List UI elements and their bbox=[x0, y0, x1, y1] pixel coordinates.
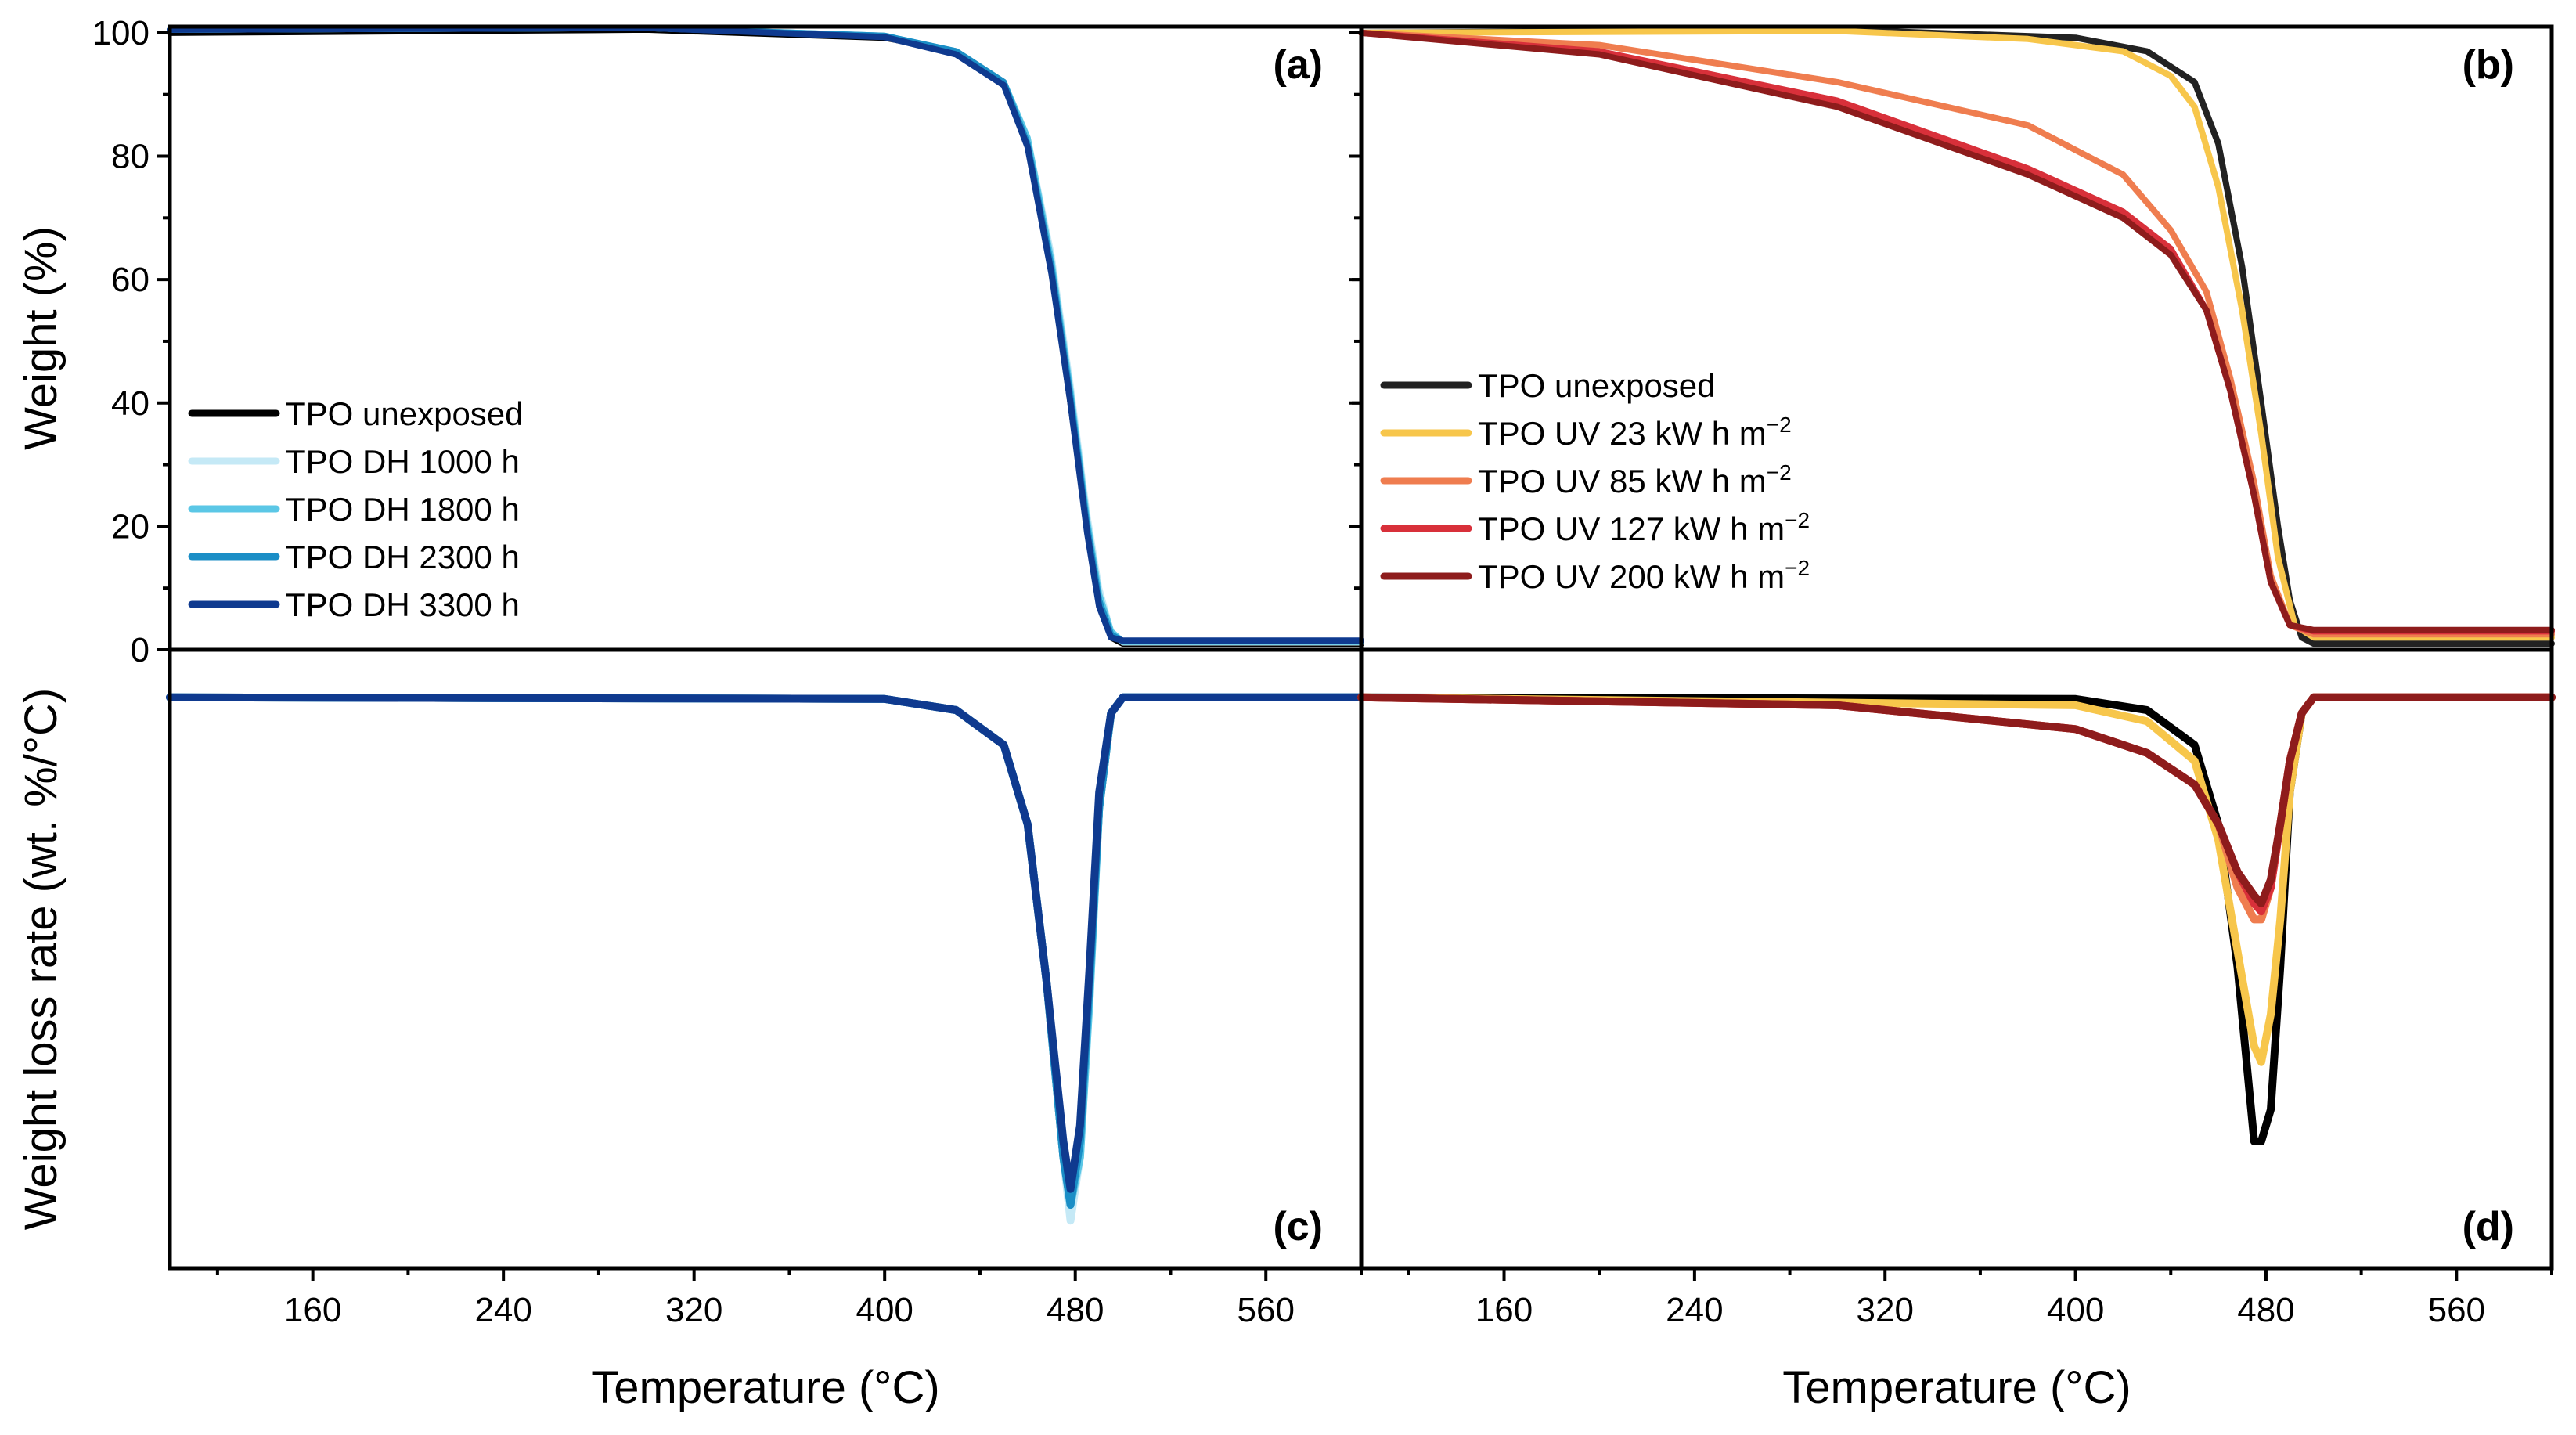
y-tick-label: 20 bbox=[111, 507, 150, 546]
y-tick-label: 40 bbox=[111, 384, 150, 423]
panel-c: 160 240 320 400 480 560 (c) bbox=[166, 693, 1365, 1329]
x-tick-label: 160 bbox=[1475, 1291, 1533, 1329]
y-tick-label: 80 bbox=[111, 138, 150, 176]
x-tick-label: 400 bbox=[856, 1291, 913, 1329]
x-tick-label: 480 bbox=[1047, 1291, 1104, 1329]
series-line-5 bbox=[166, 693, 1365, 1193]
panel-label: (d) bbox=[2463, 1204, 2514, 1249]
x-axis-title-left: Temperature (°C) bbox=[591, 1362, 939, 1413]
x-tick-label: 160 bbox=[284, 1291, 341, 1329]
y-axis-title-bottom: Weight loss rate (wt. %/°C) bbox=[16, 688, 67, 1231]
panel-b: (b) TPO unexposed TPO UV 23 kW h m−2 TPO UV… bbox=[1349, 26, 2555, 651]
x-tick-label: 320 bbox=[1857, 1291, 1914, 1329]
series-line-1 bbox=[166, 693, 1365, 1209]
legend-label: TPO DH 1800 h bbox=[286, 491, 520, 528]
y-tick-label: 100 bbox=[92, 14, 150, 52]
series-line-2 bbox=[166, 693, 1365, 1225]
legend: TPO unexposed TPO UV 23 kW h m−2 TPO UV 85… bbox=[1380, 367, 1810, 595]
y-axis-title-top: Weight (%) bbox=[16, 226, 67, 450]
series-line-3 bbox=[166, 693, 1365, 1209]
series-line-2 bbox=[1357, 693, 2556, 1066]
legend-label: TPO UV 127 kW h m−2 bbox=[1478, 508, 1810, 547]
legend: TPO unexposed TPO DH 1000 h TPO DH 1800 h T… bbox=[188, 395, 524, 623]
x-tick-label: 320 bbox=[665, 1291, 722, 1329]
legend-label: TPO DH 2300 h bbox=[286, 539, 520, 575]
panel-d: 160 240 320 400 480 560 (d) bbox=[1357, 693, 2556, 1329]
y-tick-label: 60 bbox=[111, 261, 150, 299]
x-tick-label: 240 bbox=[1666, 1291, 1723, 1329]
series-line-5 bbox=[1357, 693, 2556, 908]
series-line-5 bbox=[167, 24, 1364, 644]
series-line-1 bbox=[1358, 26, 2555, 647]
x-tick-label: 480 bbox=[2237, 1291, 2294, 1329]
panel-a: 0 20 40 60 80 100 (a) TPO unexposed TPO DH 1000 … bbox=[92, 14, 1364, 669]
panel-label: (a) bbox=[1273, 42, 1323, 88]
x-tick-label: 560 bbox=[1238, 1291, 1295, 1329]
legend-label: TPO unexposed bbox=[286, 395, 524, 432]
y-tick-label: 0 bbox=[131, 631, 150, 669]
legend-label: TPO UV 200 kW h m−2 bbox=[1478, 556, 1810, 595]
series-line-4 bbox=[166, 693, 1365, 1209]
series-line-1 bbox=[1357, 693, 2556, 1145]
x-tick-label: 400 bbox=[2047, 1291, 2104, 1329]
panel-label: (c) bbox=[1273, 1204, 1323, 1249]
series-line-5 bbox=[1358, 29, 2555, 633]
legend-label: TPO DH 1000 h bbox=[286, 443, 520, 480]
x-tick-label: 240 bbox=[474, 1291, 531, 1329]
legend-label: TPO UV 85 kW h m−2 bbox=[1478, 460, 1792, 499]
legend-label: TPO UV 23 kW h m−2 bbox=[1478, 413, 1792, 452]
panel-label: (b) bbox=[2463, 42, 2514, 88]
legend-label: TPO DH 3300 h bbox=[286, 586, 520, 623]
series-line-3 bbox=[1357, 693, 2556, 924]
legend-label: TPO unexposed bbox=[1478, 367, 1716, 404]
series-line-4 bbox=[1357, 693, 2556, 916]
x-tick-label: 560 bbox=[2428, 1291, 2485, 1329]
x-axis-title-right: Temperature (°C) bbox=[1782, 1362, 2131, 1413]
